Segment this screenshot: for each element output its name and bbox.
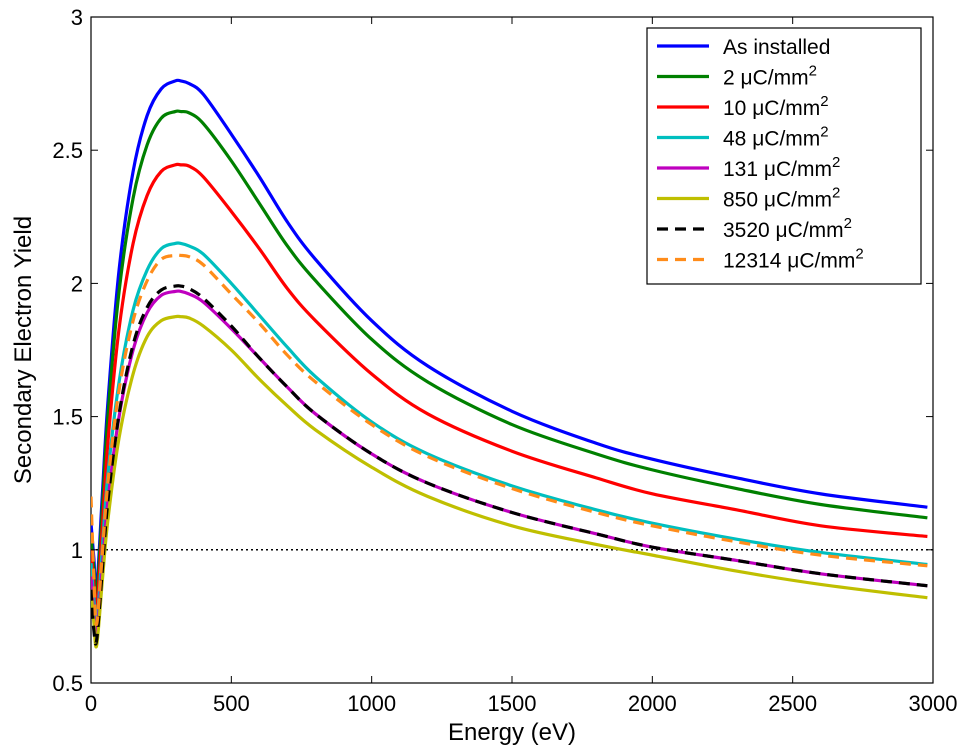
y-tick-label: 1	[71, 538, 83, 563]
y-tick-label: 2.5	[52, 138, 83, 163]
legend-unit-superscript: 2	[809, 63, 817, 80]
x-tick-label: 500	[213, 691, 250, 716]
legend-label: 131 μC/mm2	[723, 154, 840, 181]
legend-unit-superscript: 2	[855, 246, 863, 263]
legend-label: 48 μC/mm2	[723, 124, 829, 151]
legend-label: 2 μC/mm2	[723, 63, 817, 90]
legend-unit: μC/mm	[758, 158, 832, 181]
legend-series-name: 2	[723, 67, 735, 90]
legend-unit-superscript: 2	[832, 185, 840, 202]
legend-series-name: 48	[723, 128, 746, 151]
legend-series-name: 3520	[723, 219, 770, 242]
x-tick-label: 2000	[628, 691, 677, 716]
legend-unit-superscript: 2	[820, 124, 828, 141]
legend-unit-superscript: 2	[820, 93, 828, 110]
y-tick-label: 0.5	[52, 671, 83, 696]
legend-label: As installed	[723, 36, 830, 59]
x-axis-label: Energy (eV)	[448, 719, 576, 746]
series-line	[91, 162, 928, 612]
legend-series-name: 131	[723, 158, 758, 181]
y-tick-label: 1.5	[52, 405, 83, 430]
x-tick-label: 0	[85, 691, 97, 716]
legend-box	[646, 27, 922, 285]
series-line	[91, 314, 928, 649]
legend-label: 10 μC/mm2	[723, 93, 829, 120]
legend-unit: μC/mm	[735, 67, 809, 90]
x-tick-label: 3000	[909, 691, 958, 716]
legend-unit: μC/mm	[770, 219, 844, 242]
legend-series-name: 10	[723, 97, 746, 120]
legend-label: 850 μC/mm2	[723, 185, 840, 212]
legend-unit: μC/mm	[781, 250, 855, 273]
legend-label: 12314 μC/mm2	[723, 246, 864, 273]
series-layer	[91, 78, 928, 649]
x-tick-label: 1000	[347, 691, 396, 716]
legend-series-name: 850	[723, 189, 758, 212]
legend-series-name: As installed	[723, 36, 830, 59]
x-tick-label: 1500	[488, 691, 537, 716]
series-line	[91, 284, 928, 646]
series-line	[91, 109, 928, 602]
legend-label: 3520 μC/mm2	[723, 215, 852, 242]
legend-unit: μC/mm	[746, 128, 820, 151]
tick-layer: 0 500 1000 1500 2000 2500 3000 0.5 1 1.5 2 2.5 3	[52, 5, 957, 716]
legend-series-name: 12314	[723, 250, 782, 273]
x-tick-label: 2500	[768, 691, 817, 716]
y-tick-label: 2	[71, 271, 83, 296]
y-axis-label: Secondary Electron Yield	[10, 216, 37, 484]
legend-unit-superscript: 2	[844, 215, 852, 232]
series-line	[91, 253, 928, 627]
legend-unit: μC/mm	[746, 97, 820, 120]
y-tick-label: 3	[71, 5, 83, 30]
legend-unit: μC/mm	[758, 189, 832, 212]
legend-unit-superscript: 2	[832, 154, 840, 171]
